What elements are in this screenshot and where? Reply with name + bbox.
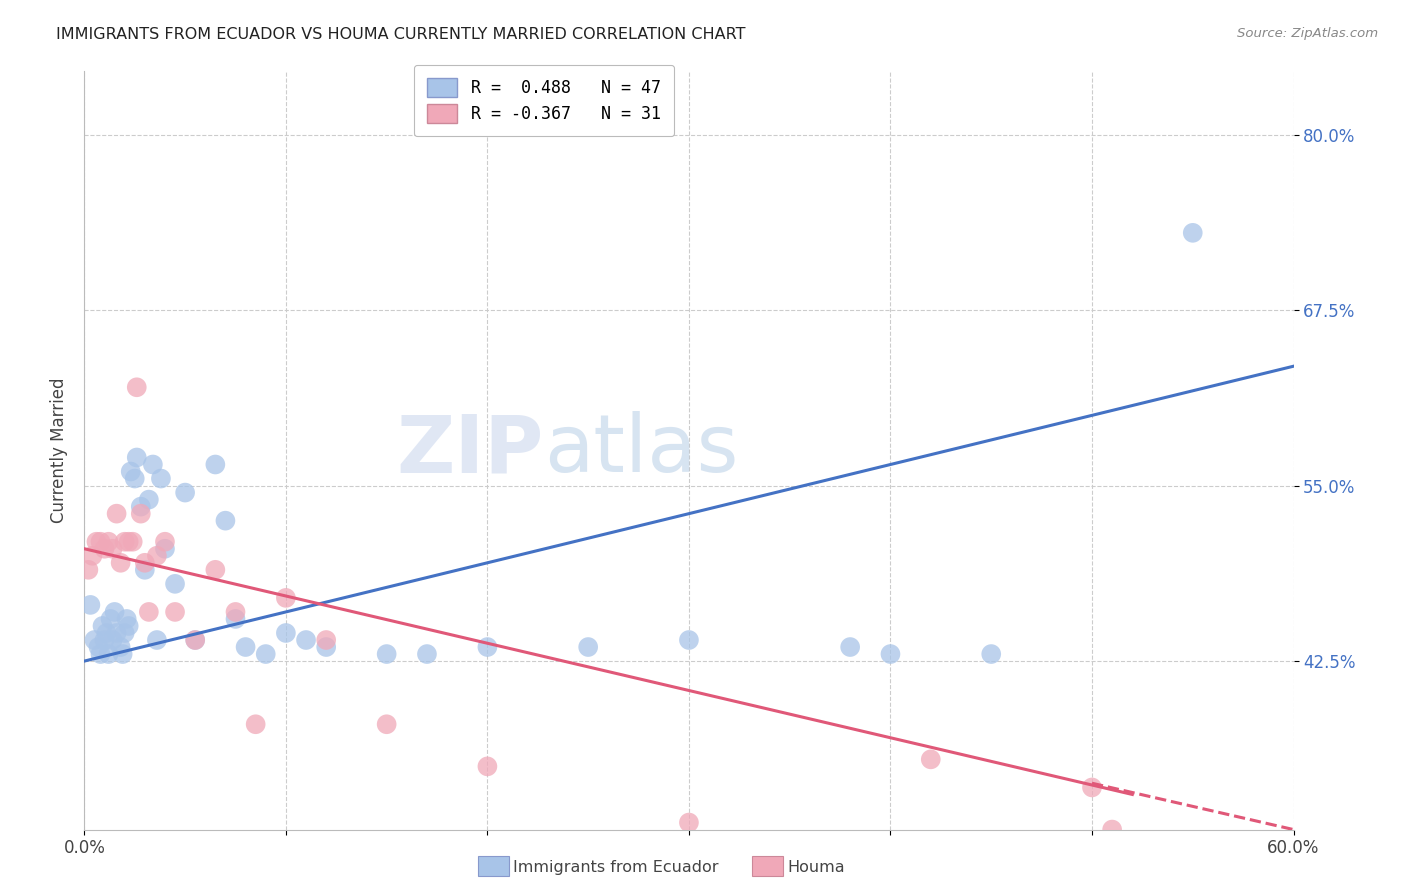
Point [235, 640, 257, 654]
Point [245, 717, 267, 731]
Point [93, 541, 115, 556]
Point [165, 577, 187, 591]
Point [93, 633, 115, 648]
Point [1181, 226, 1204, 240]
Point [839, 640, 862, 654]
Point [125, 450, 148, 465]
Point [416, 647, 439, 661]
Text: Immigrants from Ecuador: Immigrants from Ecuador [513, 860, 718, 874]
Point [118, 619, 141, 633]
Point [295, 633, 318, 648]
Point [129, 507, 152, 521]
Point [254, 647, 277, 661]
Point [184, 633, 207, 648]
Point [129, 500, 152, 514]
Point [138, 605, 160, 619]
Point [146, 633, 169, 648]
Point [174, 485, 197, 500]
Point [115, 612, 138, 626]
Text: IMMIGRANTS FROM ECUADOR VS HOUMA CURRENTLY MARRIED CORRELATION CHART: IMMIGRANTS FROM ECUADOR VS HOUMA CURRENT… [56, 27, 745, 42]
Point [477, 640, 499, 654]
Legend: R =  0.488   N = 47, R = -0.367   N = 31: R = 0.488 N = 47, R = -0.367 N = 31 [413, 64, 673, 136]
Point [87, 640, 110, 654]
Point [110, 556, 132, 570]
Point [89, 647, 111, 661]
Point [134, 563, 156, 577]
Point [138, 492, 160, 507]
Point [184, 633, 207, 648]
Text: Houma: Houma [787, 860, 845, 874]
Point [225, 605, 247, 619]
Point [110, 640, 132, 654]
Point [77, 563, 100, 577]
Point [477, 759, 499, 773]
Point [89, 534, 111, 549]
Point [149, 471, 172, 485]
Point [1081, 780, 1104, 795]
Point [114, 534, 136, 549]
Point [153, 541, 176, 556]
Point [678, 815, 700, 830]
Point [91, 619, 114, 633]
Y-axis label: Currently Married: Currently Married [49, 377, 67, 524]
Point [315, 640, 337, 654]
Point [678, 633, 700, 648]
Point [134, 556, 156, 570]
Point [121, 534, 143, 549]
Point [204, 458, 226, 472]
Point [576, 640, 599, 654]
Point [86, 534, 108, 549]
Point [83, 633, 105, 648]
Point [82, 549, 104, 563]
Point [100, 612, 122, 626]
Point [204, 563, 226, 577]
Point [879, 647, 901, 661]
Point [274, 626, 297, 640]
Text: atlas: atlas [544, 411, 738, 490]
Point [146, 549, 169, 563]
Point [120, 465, 142, 479]
Point [142, 458, 165, 472]
Point [375, 717, 398, 731]
Point [124, 471, 146, 485]
Point [105, 507, 128, 521]
Point [114, 626, 136, 640]
Point [105, 626, 128, 640]
Point [214, 514, 236, 528]
Point [153, 534, 176, 549]
Point [375, 647, 398, 661]
Point [1101, 822, 1123, 837]
Point [920, 752, 942, 766]
Point [315, 633, 337, 648]
Point [165, 605, 187, 619]
Text: ZIP: ZIP [396, 411, 544, 490]
Point [97, 647, 120, 661]
Point [79, 598, 101, 612]
Point [101, 633, 124, 648]
Point [101, 541, 124, 556]
Point [980, 647, 1002, 661]
Point [111, 647, 134, 661]
Point [104, 605, 127, 619]
Point [97, 534, 120, 549]
Text: Source: ZipAtlas.com: Source: ZipAtlas.com [1237, 27, 1378, 40]
Point [118, 534, 141, 549]
Point [274, 591, 297, 605]
Point [225, 612, 247, 626]
Point [125, 380, 148, 394]
Point [96, 626, 118, 640]
